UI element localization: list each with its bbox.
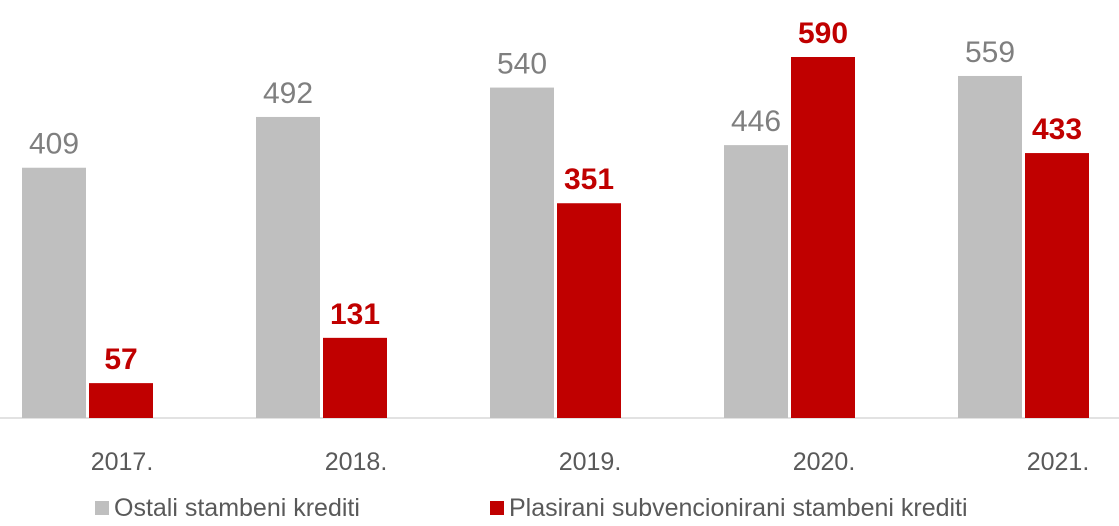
data-label: 433: [1032, 113, 1082, 146]
x-tick-label: 2021.: [1027, 448, 1090, 476]
legend-swatch: [95, 501, 109, 515]
data-label: 351: [564, 163, 614, 196]
x-tick-label: 2020.: [793, 448, 856, 476]
data-label: 409: [29, 128, 79, 161]
bar: [791, 57, 855, 418]
data-label: 492: [263, 77, 313, 110]
bar: [89, 383, 153, 418]
bar: [557, 203, 621, 418]
x-tick-label: 2019.: [559, 448, 622, 476]
bar: [256, 116, 320, 419]
bar: [22, 167, 86, 418]
legend-label: Plasirani subvencionirani stambeni kredi…: [509, 494, 968, 522]
bar: [1025, 153, 1089, 418]
x-tick-label: 2018.: [325, 448, 388, 476]
bar: [490, 87, 554, 418]
data-label: 540: [497, 48, 547, 81]
bar: [724, 145, 788, 419]
bar: [958, 75, 1022, 418]
data-label: 131: [330, 298, 380, 331]
bar: [323, 337, 387, 418]
legend-swatch: [490, 501, 504, 515]
data-label: 590: [798, 17, 848, 50]
x-tick-label: 2017.: [91, 448, 154, 476]
data-label: 446: [731, 105, 781, 138]
data-label: 559: [965, 36, 1015, 69]
data-label: 57: [104, 343, 137, 376]
legend-label: Ostali stambeni krediti: [114, 494, 360, 522]
